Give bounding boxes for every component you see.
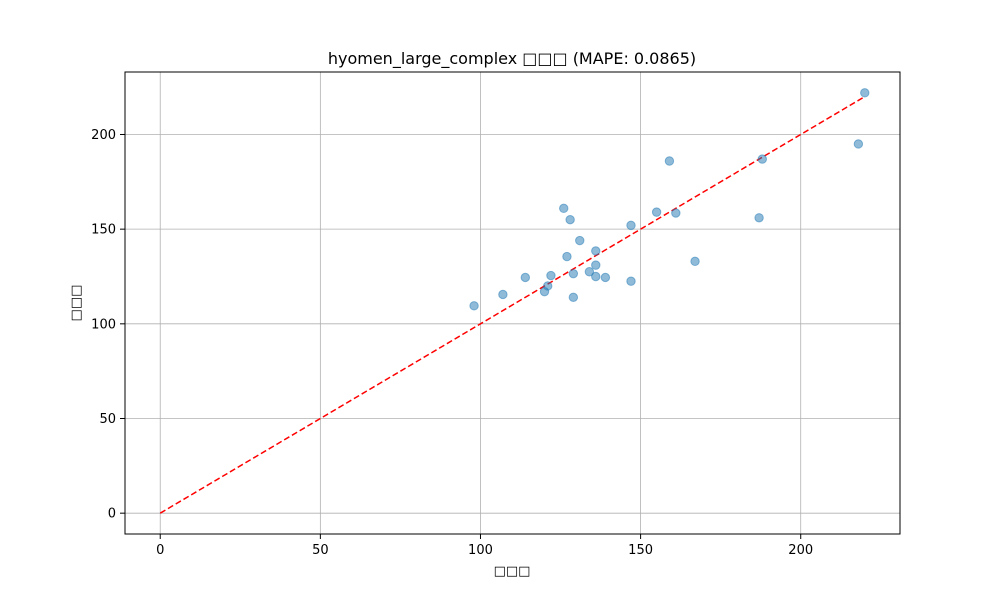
data-point <box>520 272 531 283</box>
data-point <box>626 220 636 231</box>
data-point <box>543 281 553 291</box>
plot-frame <box>124 71 901 535</box>
data-point <box>568 268 579 279</box>
reference-line <box>159 95 866 514</box>
data-point <box>651 207 662 217</box>
x-tick-label: 200 <box>788 543 813 558</box>
data-point <box>584 267 595 277</box>
data-point <box>591 260 601 270</box>
data-point <box>853 139 864 149</box>
tick-labels: 0 50 100 150 200 0 50 100 150 200 <box>91 128 813 558</box>
reference-line-layer <box>159 95 866 514</box>
y-tick-label: 50 <box>99 412 116 427</box>
y-axis-label: □□□ <box>69 285 84 322</box>
data-point <box>498 289 508 300</box>
data-point <box>565 214 575 225</box>
axes <box>120 71 901 539</box>
data-point <box>591 271 601 282</box>
y-tick-label: 0 <box>108 507 116 522</box>
data-point <box>754 213 764 223</box>
data-point <box>626 276 636 286</box>
grid-lines <box>125 72 900 534</box>
data-point <box>568 292 579 303</box>
data-point <box>469 301 479 311</box>
data-point <box>690 256 700 267</box>
chart-title: hyomen_large_complex □□□ (MAPE: 0.0865) <box>328 49 696 69</box>
data-point <box>591 246 601 256</box>
y-tick-label: 100 <box>91 317 116 332</box>
x-tick-label: 0 <box>156 543 164 558</box>
data-point <box>600 272 611 283</box>
x-tick-label: 150 <box>628 543 653 558</box>
data-point <box>575 235 585 246</box>
data-point <box>860 88 870 98</box>
data-point <box>664 156 675 166</box>
data-point <box>546 270 556 281</box>
x-tick-label: 100 <box>468 543 493 558</box>
y-tick-label: 150 <box>91 223 116 238</box>
x-tick-label: 50 <box>312 543 329 558</box>
data-point <box>671 208 681 218</box>
y-tick-label: 200 <box>91 128 116 143</box>
data-point <box>757 154 767 164</box>
x-axis-label: □□□ <box>494 564 531 579</box>
data-point <box>559 203 569 214</box>
data-points <box>469 88 870 311</box>
data-point <box>562 251 572 262</box>
